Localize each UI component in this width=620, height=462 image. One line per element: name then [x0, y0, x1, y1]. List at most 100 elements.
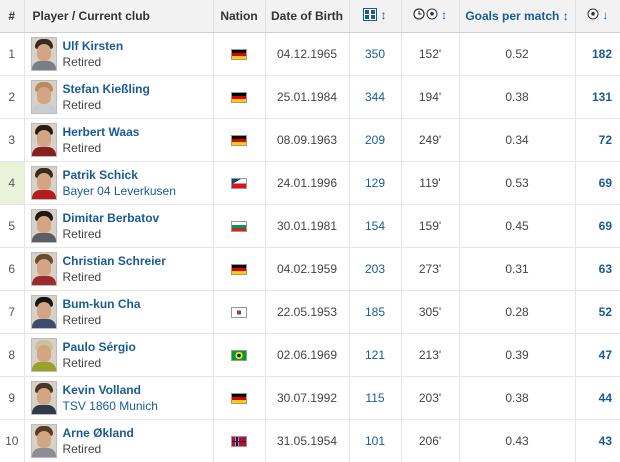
player-name-link[interactable]: Stefan Kießling	[62, 81, 150, 96]
football-icon	[426, 8, 438, 23]
table-row: 2 Stefan Kießling Retired 25.01.1984 344…	[0, 75, 620, 119]
goals-link[interactable]: 69	[575, 161, 620, 205]
appearances-link[interactable]: 203	[349, 247, 402, 291]
goals-per-match-cell: 0.38	[459, 376, 576, 420]
minutes-per-goal-cell: 203'	[401, 376, 460, 420]
player-name-link[interactable]: Herbert Waas	[62, 124, 140, 139]
player-club: Retired	[62, 140, 102, 155]
goals-per-match-cell: 0.31	[459, 247, 576, 291]
dob-cell: 24.01.1996	[265, 161, 350, 205]
player-name-link[interactable]: Kevin Volland	[62, 382, 141, 397]
nation-cell	[213, 161, 266, 205]
player-photo[interactable]	[30, 208, 57, 243]
nation-cell	[213, 333, 266, 377]
player-cell: Bum-kun Cha Retired	[24, 290, 214, 334]
appearances-link[interactable]: 115	[349, 376, 402, 420]
goals-link[interactable]: 72	[575, 118, 620, 162]
nation-cell	[213, 376, 266, 420]
rank-cell: 2	[0, 75, 25, 119]
goals-link[interactable]: 63	[575, 247, 620, 291]
flag-icon	[231, 435, 247, 447]
appearances-link[interactable]: 350	[349, 32, 402, 76]
appearances-link[interactable]: 209	[349, 118, 402, 162]
flag-icon	[231, 220, 247, 232]
player-club[interactable]: TSV 1860 Munich	[62, 398, 158, 413]
rank-header: #	[0, 0, 25, 33]
rank-number: 6	[8, 261, 16, 276]
goals-per-match-cell: 0.34	[459, 118, 576, 162]
player-club: Retired	[62, 269, 102, 284]
dob-cell: 30.01.1981	[265, 204, 350, 248]
dob-cell: 08.09.1963	[265, 118, 350, 162]
appearances-link[interactable]: 344	[349, 75, 402, 119]
player-photo[interactable]	[30, 423, 57, 458]
minutes-per-goal-cell: 213'	[401, 333, 460, 377]
player-photo[interactable]	[30, 165, 57, 200]
player-photo[interactable]	[30, 79, 57, 114]
goals-link[interactable]: 47	[575, 333, 620, 377]
nation-cell	[213, 290, 266, 334]
rank-number: 3	[8, 132, 16, 147]
dob-cell: 22.05.1953	[265, 290, 350, 334]
player-cell: Herbert Waas Retired	[24, 118, 214, 162]
goals-per-match-link[interactable]: Goals per match	[465, 8, 560, 23]
player-photo[interactable]	[30, 380, 57, 415]
player-photo[interactable]	[30, 294, 57, 329]
goals-link[interactable]: 43	[575, 419, 620, 462]
player-photo[interactable]	[30, 337, 57, 372]
flag-icon	[231, 48, 247, 60]
flag-icon	[231, 134, 247, 146]
player-photo[interactable]	[30, 251, 57, 286]
table-body: 1 Ulf Kirsten Retired 04.12.1965 350 152…	[0, 32, 620, 462]
table-row: 9 Kevin Volland TSV 1860 Munich 30.07.19…	[0, 376, 620, 420]
player-photo[interactable]	[30, 122, 57, 157]
minutes-per-goal-cell: 152'	[401, 32, 460, 76]
player-club[interactable]: Bayer 04 Leverkusen	[62, 183, 176, 198]
goals-link[interactable]: 52	[575, 290, 620, 334]
sort-desc-arrow-icon: ↓	[602, 8, 609, 23]
nation-cell	[213, 75, 266, 119]
player-club: Retired	[62, 97, 102, 112]
appearances-icon	[363, 7, 378, 24]
goals-link[interactable]: 69	[575, 204, 620, 248]
goals-header[interactable]: ↓	[575, 0, 620, 33]
minutes-per-goal-cell: 249'	[401, 118, 460, 162]
player-header: Player / Current club	[24, 0, 214, 33]
player-name-link[interactable]: Christian Schreier	[62, 253, 166, 268]
player-cell: Ulf Kirsten Retired	[24, 32, 214, 76]
minutes-per-goal-header[interactable]: ↕	[401, 0, 460, 33]
goals-per-match-cell: 0.39	[459, 333, 576, 377]
rank-number: 5	[8, 218, 16, 233]
player-name-link[interactable]: Ulf Kirsten	[62, 38, 124, 53]
appearances-link[interactable]: 185	[349, 290, 402, 334]
appearances-link[interactable]: 121	[349, 333, 402, 377]
flag-icon	[231, 306, 247, 318]
goals-per-match-cell: 0.38	[459, 75, 576, 119]
goals-link[interactable]: 44	[575, 376, 620, 420]
player-cell: Arne Økland Retired	[24, 419, 214, 462]
dob-cell: 04.02.1959	[265, 247, 350, 291]
player-photo[interactable]	[30, 36, 57, 71]
player-name-link[interactable]: Patrik Schick	[62, 167, 138, 182]
flag-icon	[231, 349, 247, 361]
player-name-link[interactable]: Paulo Sérgio	[62, 339, 136, 354]
appearances-header[interactable]: ↕	[349, 0, 402, 33]
player-name-link[interactable]: Bum-kun Cha	[62, 296, 141, 311]
nation-header: Nation	[213, 0, 266, 33]
appearances-link[interactable]: 101	[349, 419, 402, 462]
player-name-link[interactable]: Arne Økland	[62, 425, 134, 440]
player-name-link[interactable]: Dimitar Berbatov	[62, 210, 160, 225]
goals-link[interactable]: 131	[575, 75, 620, 119]
rank-cell: 10	[0, 419, 25, 462]
player-cell: Paulo Sérgio Retired	[24, 333, 214, 377]
goals-link[interactable]: 182	[575, 32, 620, 76]
nation-cell	[213, 32, 266, 76]
flag-icon	[231, 392, 247, 404]
nation-cell	[213, 247, 266, 291]
appearances-link[interactable]: 129	[349, 161, 402, 205]
minutes-per-goal-cell: 305'	[401, 290, 460, 334]
clock-icon	[413, 8, 425, 23]
minutes-per-goal-cell: 119'	[401, 161, 460, 205]
appearances-link[interactable]: 154	[349, 204, 402, 248]
goals-per-match-header[interactable]: Goals per match ↕	[459, 0, 576, 33]
